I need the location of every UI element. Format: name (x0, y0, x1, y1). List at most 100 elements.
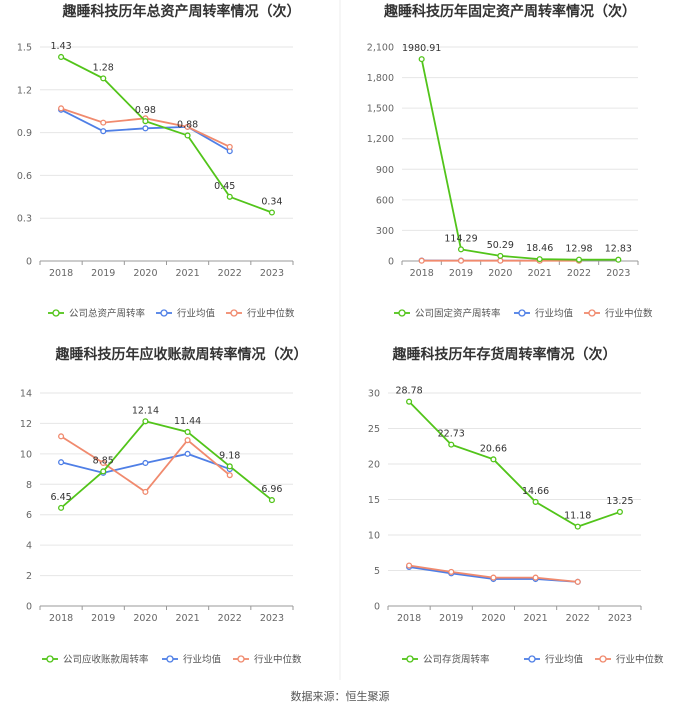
data-point (418, 257, 425, 264)
data-point (448, 568, 455, 575)
data-point (58, 504, 65, 511)
series-line-company (60, 56, 273, 214)
data-label: 12.14 (132, 405, 159, 416)
y-tick-label: 14 (20, 389, 32, 400)
data-point (536, 256, 543, 263)
data-point (100, 128, 107, 135)
data-label: 6.96 (261, 484, 282, 495)
data-point (532, 498, 539, 505)
data-point (100, 119, 107, 126)
chart-panel-3: 趣睡科技历年应收账款周转率情况（次） 0 2 4 6 8 10 12 14 2018 2019 202… (20, 346, 308, 666)
data-point (142, 418, 149, 425)
series-line-company (408, 401, 621, 528)
data-point (142, 459, 149, 467)
x-tick-label: 2021 (528, 268, 552, 279)
legend-marker (599, 655, 607, 663)
data-point (100, 459, 107, 467)
data-point (490, 456, 497, 463)
data-point (100, 468, 107, 475)
y-tick-label: 1.2 (17, 85, 32, 96)
data-point (100, 75, 107, 82)
chart-title: 趣睡科技历年应收账款周转率情况（次） (55, 346, 308, 363)
x-tick-label: 2022 (218, 268, 242, 279)
x-tick-label: 2019 (449, 268, 473, 279)
legend-marker (166, 655, 174, 663)
data-point (184, 132, 191, 139)
data-point (142, 488, 149, 495)
x-tick-label: 2020 (488, 268, 512, 279)
x-tick-label: 2023 (260, 268, 284, 279)
legend-marker (230, 309, 238, 317)
data-label: 50.29 (487, 240, 514, 251)
y-tick-label: 2,100 (367, 43, 394, 54)
data-label: 0.98 (135, 105, 156, 116)
x-tick-label: 2021 (523, 613, 547, 624)
data-point (406, 562, 413, 569)
data-point (457, 257, 465, 264)
data-point (58, 53, 65, 61)
data-label: 13.25 (606, 496, 633, 507)
data-label: 0.45 (214, 181, 235, 192)
y-tick-label: 5 (374, 566, 380, 577)
data-point (184, 437, 191, 444)
legend-label: 行业均值 (545, 654, 584, 666)
y-tick-label: 0 (374, 602, 380, 613)
data-label: 12.83 (605, 244, 632, 255)
y-tick-label: 0 (26, 602, 32, 613)
chart-panel-4: 趣睡科技历年存货周转率情况（次） 0 5 10 15 20 25 30 2018 2019 2020… (368, 346, 664, 666)
y-tick-label: 10 (368, 531, 380, 542)
y-tick-label: 0.9 (17, 128, 32, 139)
data-label: 1.43 (51, 41, 72, 52)
y-tick-label: 20 (368, 460, 380, 471)
data-point (497, 252, 504, 259)
y-tick-label: 12 (20, 419, 32, 430)
legend-label: 公司固定资产周转率 (415, 308, 501, 320)
x-tick-label: 2023 (260, 613, 284, 624)
legend-marker (160, 309, 168, 317)
y-tick-label: 25 (368, 424, 380, 435)
data-label: 0.34 (261, 196, 282, 207)
y-tick-label: 900 (376, 165, 394, 176)
series-line-company (60, 420, 273, 509)
x-tick-label: 2018 (397, 613, 421, 624)
x-tick-label: 2020 (133, 613, 157, 624)
data-point (184, 123, 191, 130)
x-tick-label: 2022 (567, 268, 591, 279)
legend-label: 行业中位数 (605, 308, 653, 320)
data-point (268, 209, 275, 216)
x-tick-label: 2020 (133, 268, 157, 279)
data-label: 14.66 (522, 486, 549, 497)
data-point (418, 56, 425, 63)
data-point (490, 574, 497, 581)
data-point (457, 246, 465, 253)
data-label: 6.45 (51, 492, 72, 503)
legend-label: 公司应收账款周转率 (63, 654, 149, 666)
legend-marker (398, 309, 406, 317)
data-label: 1980.91 (402, 43, 441, 54)
data-label: 22.73 (438, 429, 465, 440)
data-point (142, 125, 149, 132)
data-point (574, 578, 581, 585)
data-point (184, 428, 191, 435)
data-point (58, 459, 65, 466)
data-point (184, 450, 191, 457)
y-tick-label: 0.3 (17, 214, 32, 225)
data-label: 18.46 (526, 243, 553, 254)
y-tick-label: 0 (388, 257, 394, 268)
legend-label: 行业中位数 (254, 654, 302, 666)
legend-label: 公司总资产周转率 (69, 308, 146, 320)
x-tick-label: 2019 (91, 268, 115, 279)
chart-title: 趣睡科技历年存货周转率情况（次） (392, 346, 617, 363)
data-point (497, 257, 504, 264)
legend-label: 行业中位数 (247, 308, 295, 320)
legend-marker (588, 309, 596, 317)
y-tick-label: 2 (26, 571, 32, 582)
chart-panel-1: 趣睡科技历年总资产周转率情况（次） 0 0.3 0.6 0.9 1.2 1.5 2018 201… (17, 3, 301, 320)
data-label: 9.18 (219, 450, 240, 461)
chart-panel-2: 趣睡科技历年固定资产周转率情况（次） 0 300 600 900 1,200 1,500 1,… (367, 3, 653, 320)
chart-title: 趣睡科技历年固定资产周转率情况（次） (383, 3, 636, 20)
data-label: 12.98 (565, 244, 592, 255)
data-label: 28.78 (395, 386, 422, 397)
data-label: 114.29 (444, 233, 477, 244)
x-tick-label: 2023 (608, 613, 632, 624)
